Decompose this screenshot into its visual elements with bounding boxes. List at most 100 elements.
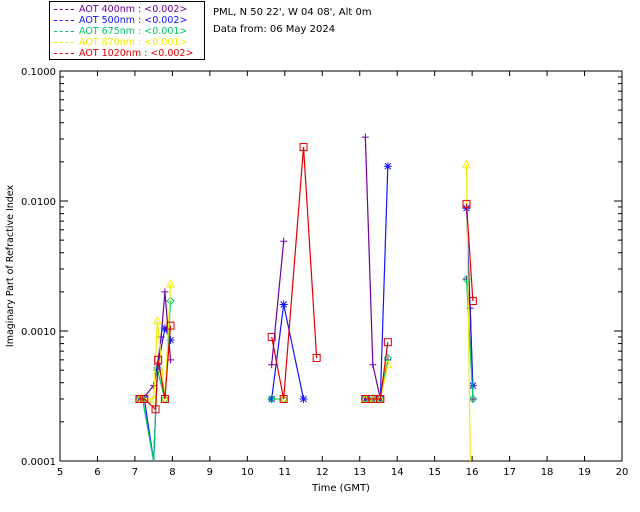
- series-group: [135, 143, 477, 414]
- data-point-asterisk: [361, 394, 370, 403]
- x-tick-label: 13: [353, 467, 366, 478]
- data-point-plus: [161, 288, 169, 296]
- legend-label: AOT 1020nm : <0.002>: [79, 48, 194, 59]
- x-axis: 5 6 7 8 9 10 11 12 13 14 15 16 17 18 19 20: [57, 71, 629, 478]
- series-group: [135, 275, 478, 462]
- series-line-segment: [143, 398, 156, 410]
- data-point-triangle: [153, 315, 162, 325]
- series-line-segment: [141, 398, 155, 462]
- x-tick-label: 7: [132, 467, 138, 478]
- data-point-square: [462, 199, 471, 208]
- plot-series-layer: [135, 133, 478, 462]
- data-point-diamond: [462, 275, 471, 284]
- data-point-triangle: [166, 278, 175, 288]
- data-point-plus: [369, 361, 377, 369]
- data-point-plus: [280, 237, 288, 245]
- series-line-segment: [157, 359, 166, 400]
- data-point-square: [151, 405, 160, 414]
- legend-entry: AOT 870nm : <0.001>: [54, 37, 187, 48]
- series-line-segment: [379, 166, 389, 399]
- y-axis-label: Imaginary Part of Refractive Index: [5, 185, 16, 348]
- legend-label: AOT 400nm : <0.002>: [79, 4, 188, 15]
- x-tick-label: 16: [466, 467, 479, 478]
- series-line-segment: [364, 137, 374, 365]
- legend-swatch: [54, 20, 74, 21]
- x-tick-label: 19: [578, 467, 591, 478]
- data-point-square: [376, 394, 385, 403]
- x-tick-label: 11: [278, 467, 291, 478]
- data-point-triangle: [160, 393, 170, 403]
- series-line-segment: [372, 364, 381, 400]
- series-line-segment: [379, 342, 389, 400]
- legend-label: AOT 500nm : <0.002>: [79, 15, 188, 26]
- data-point-plus: [268, 361, 276, 369]
- legend-swatch: [54, 9, 74, 10]
- data-point-square: [267, 332, 276, 341]
- x-tick-label: 17: [503, 467, 516, 478]
- data-point-diamond: [166, 296, 175, 306]
- data-point-plus: [361, 133, 369, 141]
- data-point-square: [279, 394, 288, 403]
- series-line-segment: [164, 325, 172, 400]
- data-point-square: [166, 321, 175, 330]
- data-point-square: [312, 353, 321, 362]
- y-tick-label: 0.1000: [21, 67, 56, 78]
- data-point-diamond: [468, 394, 478, 404]
- legend-swatch: [54, 53, 74, 54]
- series-line-segment: [271, 336, 285, 400]
- x-tick-label: 9: [207, 467, 213, 478]
- legend-label: AOT 870nm : <0.001>: [79, 37, 188, 48]
- data-point-triangle: [383, 359, 393, 369]
- x-tick-label: 14: [391, 467, 404, 478]
- site-location-text: PML, N 50 22', W 04 08', Alt 0m: [213, 7, 372, 18]
- legend-entry: AOT 675nm : <0.001>: [54, 26, 187, 37]
- y-tick-label: 0.0100: [21, 197, 56, 208]
- series-line-segment: [283, 304, 305, 400]
- legend-swatch: [54, 31, 74, 32]
- series-group: [135, 162, 477, 462]
- data-point-triangle: [149, 393, 158, 403]
- legend-entry: AOT 500nm : <0.002>: [54, 15, 187, 26]
- legend: AOT 400nm : <0.002> AOT 500nm : <0.002> …: [49, 1, 205, 60]
- data-point-square: [140, 394, 149, 403]
- series-line-segment: [153, 320, 159, 400]
- data-point-asterisk: [299, 394, 308, 403]
- data-date-text: Data from: 06 May 2024: [213, 24, 336, 35]
- data-point-asterisk: [468, 381, 477, 390]
- series-group: [135, 159, 471, 462]
- data-point-asterisk: [166, 336, 175, 345]
- x-axis-label: Time (GMT): [311, 483, 370, 494]
- plot-area-frame: [59, 70, 623, 462]
- legend-swatch: [54, 42, 74, 43]
- series-line-segment: [302, 147, 318, 359]
- x-tick-label: 6: [94, 467, 100, 478]
- series-line-segment: [156, 320, 166, 400]
- x-tick-label: 5: [57, 467, 63, 478]
- data-point-square: [299, 143, 308, 152]
- x-tick-label: 10: [241, 467, 254, 478]
- x-tick-label: 12: [316, 467, 329, 478]
- series-line-segment: [154, 359, 159, 410]
- data-point-square: [468, 297, 477, 306]
- data-point-asterisk: [279, 300, 288, 309]
- data-point-square: [135, 394, 144, 403]
- data-point-asterisk: [160, 324, 169, 333]
- x-tick-label: 20: [616, 467, 629, 478]
- series-line-segment: [283, 147, 305, 400]
- x-tick-label: 8: [169, 467, 175, 478]
- x-tick-label: 18: [541, 467, 554, 478]
- x-tick-label: 15: [428, 467, 441, 478]
- series-line-segment: [465, 279, 474, 400]
- series-line-segment: [271, 304, 285, 400]
- data-point-triangle: [462, 159, 471, 169]
- y-axis: 0.0001 0.0010 0.0100 0.1000: [21, 67, 622, 468]
- legend-entry: AOT 400nm : <0.002>: [54, 4, 187, 15]
- legend-entry: AOT 1020nm : <0.002>: [54, 48, 193, 59]
- data-point-square: [383, 338, 392, 347]
- series-group: [135, 133, 477, 403]
- legend-label: AOT 675nm : <0.001>: [79, 26, 188, 37]
- data-point-square: [154, 355, 163, 364]
- series-line-segment: [465, 203, 474, 302]
- series-line-segment: [160, 291, 166, 337]
